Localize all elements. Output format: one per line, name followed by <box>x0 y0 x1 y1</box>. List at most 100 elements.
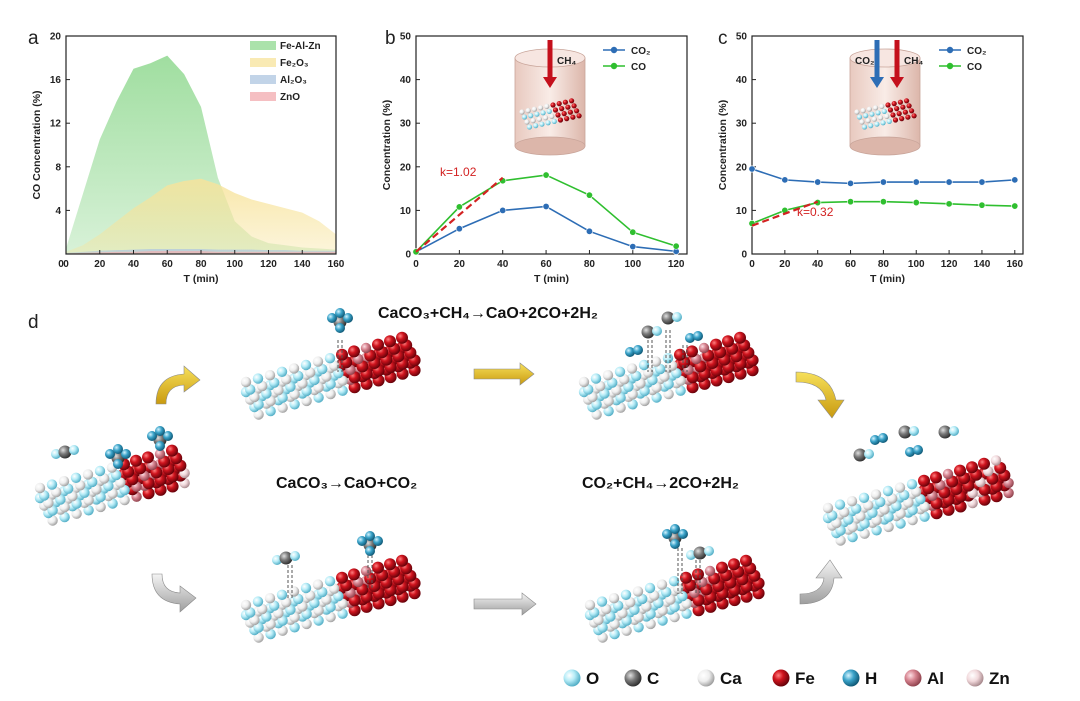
legend-label: CO <box>631 62 646 73</box>
equation-mid-left: CaCO₃→CaO+CO₂ <box>276 475 417 492</box>
molecule-hydrogen <box>373 536 383 546</box>
plot-frame <box>751 35 1024 255</box>
slab-atom <box>846 496 858 507</box>
bed-atom <box>887 107 894 113</box>
data-point <box>879 198 887 206</box>
bed-atom <box>854 109 860 115</box>
x-tick-label: 140 <box>294 259 311 270</box>
legend-atom-label: Al <box>927 669 944 688</box>
bed-atom <box>892 117 899 123</box>
molecule-hydrogen <box>678 529 688 539</box>
molecule-oxygen <box>704 546 714 556</box>
slab-atom <box>966 461 978 474</box>
legend-atom-fe <box>772 669 790 687</box>
panel-letter-b: b <box>385 28 396 49</box>
molecule-hydrogen <box>685 333 695 343</box>
slab-atom <box>608 593 620 604</box>
legend-atom-label: Zn <box>989 669 1010 688</box>
y-tick-label: 8 <box>55 162 61 173</box>
slab-atom <box>240 599 252 611</box>
molecule-oxygen <box>51 449 61 459</box>
molecule-oxygen <box>272 555 282 565</box>
bed-atom <box>531 106 538 112</box>
bed-atom <box>545 120 551 126</box>
data-point <box>847 179 855 187</box>
data-point <box>585 191 593 199</box>
x-tick-label: 100 <box>226 259 243 270</box>
slab-atom <box>680 571 692 584</box>
bed-atom <box>565 104 571 110</box>
y-tick-label: 30 <box>736 119 748 130</box>
y-tick-label: 50 <box>400 32 412 43</box>
series-line <box>415 174 677 253</box>
x-tick-label: 60 <box>845 259 857 270</box>
data-point <box>455 203 463 211</box>
slab-atom <box>698 342 710 354</box>
bed-atom <box>881 108 887 114</box>
bed-atom <box>561 111 567 117</box>
bed-atom <box>549 113 555 119</box>
reaction-scheme <box>34 308 1014 643</box>
molecule-hydrogen <box>670 524 680 534</box>
data-point <box>672 242 680 250</box>
bed-atom <box>905 114 911 120</box>
x-tick-label: 40 <box>128 259 140 270</box>
molecule-hydrogen <box>105 449 115 459</box>
data-point <box>847 198 855 206</box>
slab-atom <box>710 338 722 351</box>
bed-atom <box>570 114 576 120</box>
data-point <box>629 228 637 236</box>
y-tick-label: 16 <box>50 75 62 86</box>
bed-atom <box>550 102 556 108</box>
gas-arrow-head <box>543 77 557 88</box>
bed-atom <box>559 106 565 112</box>
gas-arrow-shaft <box>894 40 900 78</box>
bed-atom <box>890 112 896 118</box>
data-point <box>978 201 986 209</box>
bed-atom <box>866 106 873 112</box>
slab-atom <box>384 335 396 348</box>
reactor-inset-b: CH₄ <box>514 40 586 156</box>
slab-atom <box>34 482 46 494</box>
molecule-hydrogen <box>625 347 635 357</box>
y-axis-title: Concentration (%) <box>717 100 729 190</box>
slab-atom <box>626 363 638 374</box>
x-tick-label: 120 <box>668 259 685 270</box>
reactor-bottom <box>514 136 586 156</box>
bed-atom <box>904 98 910 104</box>
x-tick-label: 20 <box>779 259 791 270</box>
y-axis-title: CO Concentration (%) <box>31 90 43 199</box>
legend-marker <box>610 46 618 54</box>
x-tick-label: 20 <box>454 259 466 270</box>
molecule-hydrogen <box>357 536 367 546</box>
molecule-hydrogen <box>870 435 880 445</box>
bed-atom <box>540 110 546 116</box>
bed-atom <box>569 98 575 104</box>
x-tick-label: 100 <box>908 259 925 270</box>
y-tick-label: 10 <box>736 206 748 217</box>
slab-atom <box>336 571 348 584</box>
legend-atom-h <box>842 669 860 687</box>
molecule-carbon <box>641 325 655 339</box>
molecule-carbon <box>938 425 952 439</box>
legend-label: CO₂ <box>967 46 986 57</box>
slab-atom <box>674 348 686 361</box>
legend-label: Fe-Al-Zn <box>280 41 321 52</box>
bed-atom <box>902 109 909 115</box>
y-tick-label: 30 <box>400 119 412 130</box>
data-point <box>814 178 822 186</box>
slab-atom <box>348 345 360 358</box>
slab-atom <box>686 345 698 358</box>
arrow-straight-gold <box>473 362 535 386</box>
bed-atom <box>543 115 549 121</box>
data-point <box>1011 176 1019 184</box>
area-fe2o3 <box>66 178 336 254</box>
bed-atom <box>544 103 550 109</box>
molecule-carbon <box>279 551 293 565</box>
slab-atom <box>596 596 608 607</box>
slab-atom <box>396 554 408 567</box>
panel-letter-a: a <box>28 28 39 49</box>
gas-arrow-shaft <box>874 40 880 78</box>
molecule-oxygen <box>290 551 300 561</box>
slab-atom <box>46 479 58 490</box>
